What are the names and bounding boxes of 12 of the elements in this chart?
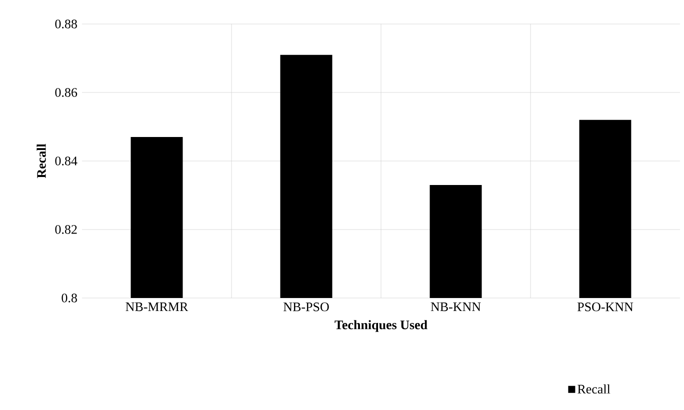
y-tick-label: 0.86 xyxy=(55,88,78,97)
x-tick-label: NB-MRMR xyxy=(126,302,188,312)
x-axis-title: Techniques Used xyxy=(334,320,428,332)
y-axis-title: Recall xyxy=(36,144,46,178)
y-tick-label: 0.8 xyxy=(62,294,77,302)
y-tick-label: 0.82 xyxy=(55,225,77,234)
x-tick-label: NB-PSO xyxy=(284,302,329,312)
x-tick-label: NB-KNN xyxy=(430,302,481,312)
y-tick-label: 0.84 xyxy=(55,156,78,166)
y-tick-label: 0.88 xyxy=(55,20,77,28)
x-tick-label: PSO-KNN xyxy=(577,302,634,312)
legend-label: Recall xyxy=(578,384,610,394)
